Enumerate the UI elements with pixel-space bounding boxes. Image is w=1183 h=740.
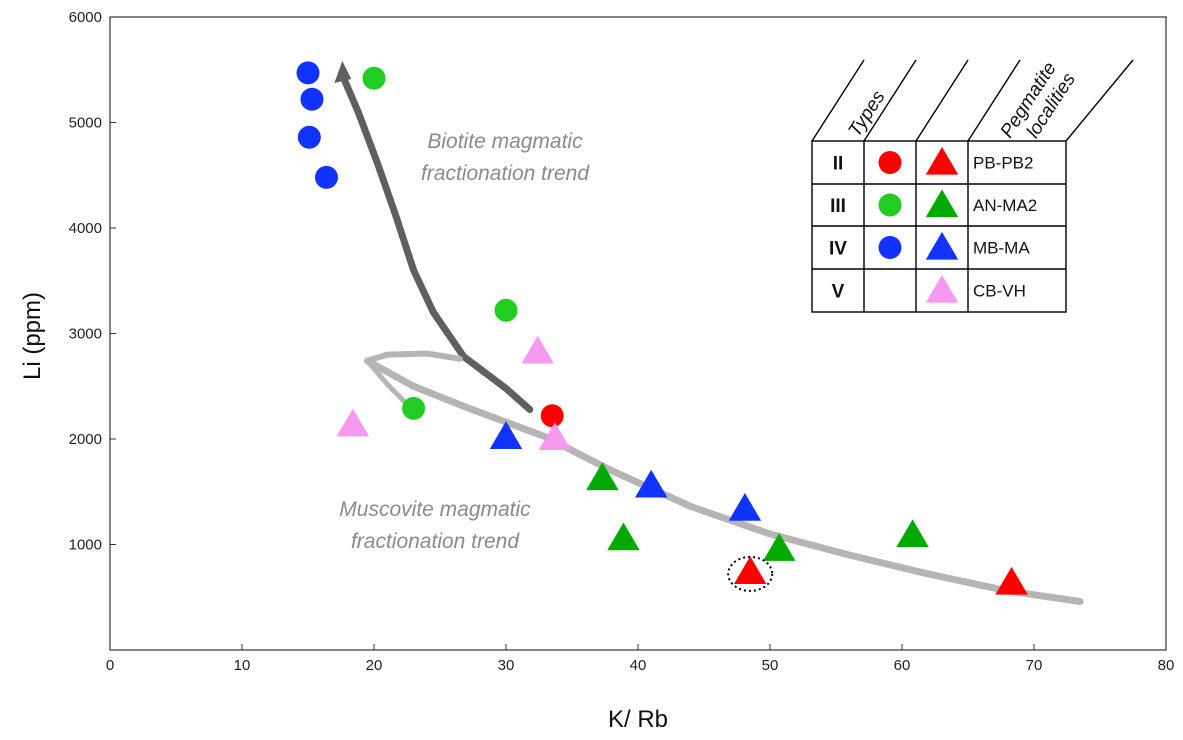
- legend-table: Types Pegmatite localities II PB-PB2 III AN…: [811, 54, 1134, 313]
- highlighted-point-ellipse: [727, 555, 774, 592]
- x-tick-label: 20: [366, 657, 383, 674]
- legend-rows: II PB-PB2 III AN-MA2 IV MB-MA V CB-VH: [829, 146, 1037, 303]
- x-tick-label: 10: [234, 657, 251, 674]
- legend-triangle-marker: [925, 274, 959, 303]
- legend-header: [811, 59, 1134, 142]
- trend-muscovite: [363, 357, 1084, 605]
- y-tick-label: 5000: [69, 115, 102, 132]
- legend-triangle-marker: [925, 189, 959, 218]
- triangle-point: [538, 422, 572, 451]
- biotite-trend-arrowhead: [334, 61, 352, 84]
- x-tick-label: 70: [1026, 657, 1043, 674]
- x-axis-ticks: 0 10 20 30 40 50 60 70 80: [106, 644, 1175, 674]
- trend-muscovite-start: [364, 350, 463, 364]
- legend-row: III AN-MA2: [830, 189, 1037, 218]
- x-tick-label: 30: [498, 657, 515, 674]
- triangle-point: [733, 556, 767, 585]
- legend-type-label: IV: [829, 239, 847, 260]
- muscovite-trend-label-line1: Muscovite magmatic: [339, 498, 531, 521]
- y-tick-label: 4000: [69, 220, 102, 237]
- legend-row: V CB-VH: [832, 274, 1026, 303]
- biotite-trend-label-line2: fractionation trend: [421, 162, 590, 185]
- circle-point: [314, 165, 338, 189]
- x-tick-label: 60: [894, 657, 911, 674]
- legend-type-label: III: [830, 196, 846, 217]
- circle-point: [300, 87, 324, 111]
- y-axis-ticks: 1000 2000 3000 4000 5000 6000: [69, 9, 116, 554]
- legend-triangle-marker: [925, 231, 959, 260]
- triangle-point: [336, 408, 370, 437]
- legend-locality-label: MB-MA: [973, 239, 1030, 258]
- trend-muscovite-lower-branch: [364, 358, 410, 407]
- biotite-trend-label-line1: Biotite magmatic: [427, 130, 583, 153]
- triangle-point: [586, 462, 619, 491]
- muscovite-trend-label-line2: fractionation trend: [351, 530, 520, 553]
- y-tick-label: 6000: [69, 9, 102, 26]
- trend-lines: [334, 61, 1084, 605]
- y-axis-title: Li (ppm): [19, 292, 46, 380]
- legend-triangle-marker: [925, 146, 959, 175]
- legend-locality-label: AN-MA2: [973, 196, 1037, 215]
- x-axis-title: K/ Rb: [608, 706, 668, 733]
- legend-row: IV MB-MA: [829, 231, 1030, 260]
- legend-type-label: II: [833, 154, 844, 175]
- triangle-point: [728, 493, 762, 521]
- circle-point: [362, 66, 386, 90]
- circle-point: [402, 396, 426, 420]
- circle-point: [297, 125, 321, 149]
- legend-locality-label: PB-PB2: [973, 154, 1033, 173]
- circle-point: [296, 61, 320, 85]
- legend-locality-label: CB-VH: [973, 282, 1026, 301]
- x-tick-label: 50: [762, 657, 779, 674]
- triangle-point: [521, 335, 554, 364]
- x-tick-label: 40: [630, 657, 647, 674]
- y-tick-label: 1000: [69, 537, 102, 554]
- biotite-trend-label: Biotite magmatic fractionation trend: [421, 130, 590, 185]
- legend-circle-marker: [878, 193, 902, 217]
- legend-circle-marker: [878, 151, 902, 174]
- triangle-point: [896, 519, 929, 548]
- x-tick-label: 80: [1158, 657, 1175, 674]
- triangle-point: [607, 522, 640, 551]
- trend-biotite: [338, 71, 534, 413]
- circle-point: [540, 404, 564, 428]
- x-tick-label: 0: [106, 657, 114, 674]
- legend-circle-marker: [878, 236, 902, 259]
- triangle-point: [995, 566, 1028, 595]
- legend-header-localities: Pegmatite localities: [997, 54, 1083, 154]
- muscovite-trend-label: Muscovite magmatic fractionation trend: [339, 498, 531, 553]
- data-points: [296, 61, 1028, 595]
- triangle-point: [634, 469, 668, 498]
- circle-point: [494, 298, 518, 322]
- triangle-point: [763, 533, 796, 561]
- triangle-point: [489, 421, 523, 449]
- legend-type-label: V: [832, 282, 845, 303]
- legend-row: II PB-PB2: [833, 146, 1033, 175]
- y-tick-label: 2000: [69, 431, 102, 448]
- y-tick-label: 3000: [69, 326, 102, 343]
- legend-grid: [811, 140, 1067, 313]
- legend-header-types: Types: [845, 87, 890, 141]
